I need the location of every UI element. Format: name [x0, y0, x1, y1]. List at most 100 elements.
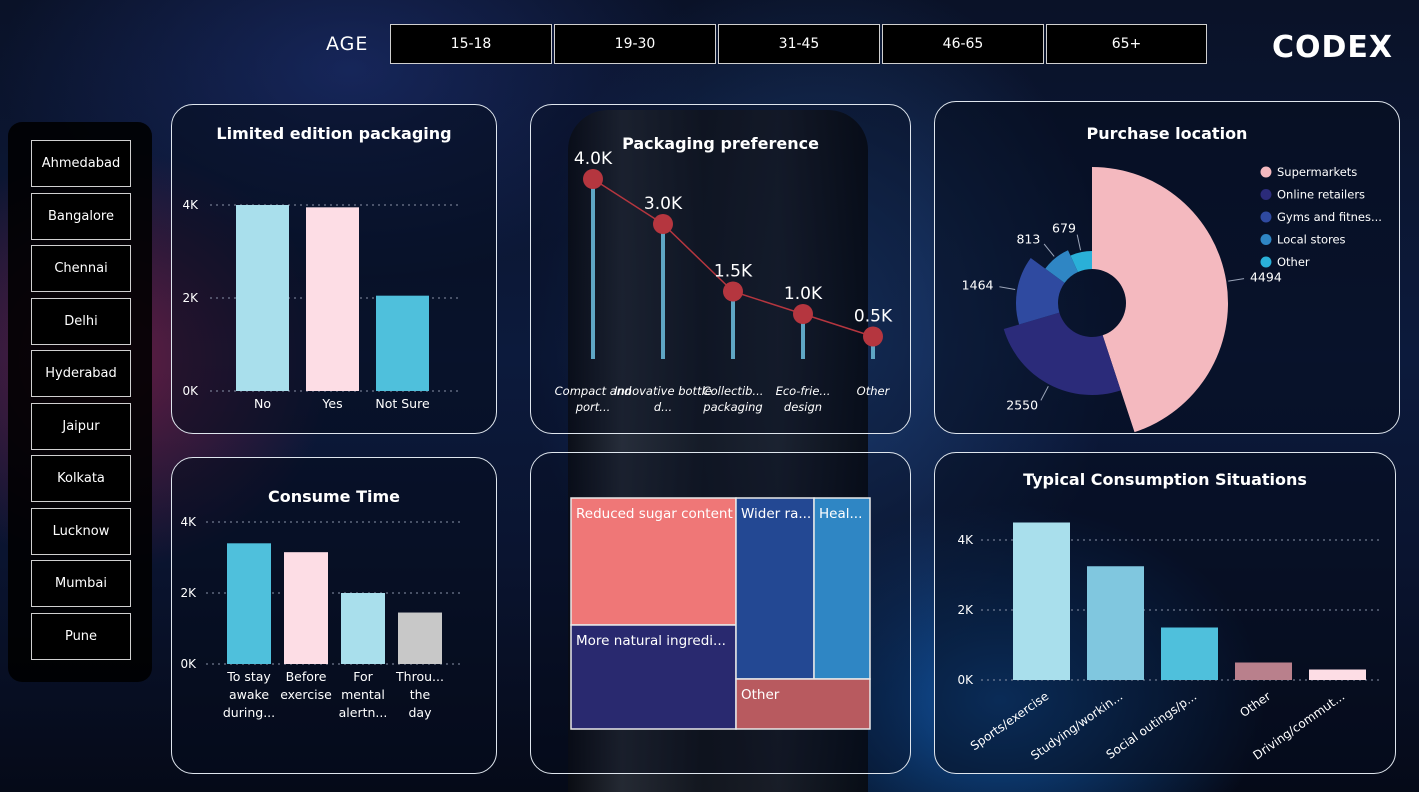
age-button-19-30[interactable]: 19-30 [554, 24, 716, 64]
improvements-treemap: Reduced sugar content More natural ingred… [570, 497, 871, 730]
slice-other [1070, 251, 1092, 273]
data-label: 4494 [1250, 270, 1282, 285]
age-button-46-65[interactable]: 46-65 [882, 24, 1044, 64]
city-button-chennai[interactable]: Chennai [31, 245, 131, 292]
treemap-cell-wider-ra [735, 497, 815, 680]
treemap-cell-more-natural-ingredi [570, 624, 737, 730]
slice-online-retailers [1003, 312, 1121, 395]
legend-marker [1260, 166, 1272, 178]
legend-marker [1260, 211, 1272, 223]
x-tick-label: Other [1237, 689, 1273, 720]
limited-edition-chart: 0K 2K 4K No Yes Not Sure [182, 198, 460, 411]
x-tick-label: awake [229, 687, 269, 702]
treemap-label: Wider ra... [741, 506, 811, 522]
data-point [653, 214, 673, 234]
x-tick-label: Other [857, 384, 891, 398]
y-tick-label: 4K [182, 198, 199, 212]
slice-local-stores [1045, 250, 1078, 283]
packaging-preference-card: Packaging preference 4.0K Compact and port… [530, 104, 911, 434]
data-point [863, 326, 883, 347]
legend-label-supermarkets: Supermarkets [1277, 165, 1357, 179]
bar-for-mental-alertn [341, 593, 385, 664]
leader-line [1040, 386, 1049, 401]
x-tick-label: Eco-frie... [776, 384, 831, 398]
x-tick-label: exercise [280, 687, 332, 702]
bar-throu-the-day [398, 612, 442, 664]
y-tick-label: 4K [957, 533, 974, 547]
x-tick-label: Before [286, 669, 327, 684]
leader-line [1228, 278, 1245, 282]
age-button-31-45[interactable]: 31-45 [718, 24, 880, 64]
leader-line [1076, 234, 1082, 251]
bar-social-outings-p [1161, 627, 1218, 680]
age-button-15-18[interactable]: 15-18 [390, 24, 552, 64]
treemap-label: Heal... [819, 506, 862, 522]
data-label: 0.5K [854, 307, 893, 327]
bar-not-sure [376, 295, 429, 391]
bar-to-stay-awake-during [227, 543, 271, 664]
data-label: 2550 [1006, 398, 1038, 413]
x-tick-label: Yes [321, 396, 342, 411]
treemap-cell-other [735, 678, 871, 730]
x-tick-label: the [410, 687, 431, 702]
bar-studying-workin [1087, 566, 1144, 680]
city-button-pune[interactable]: Pune [31, 613, 131, 660]
legend-marker [1260, 256, 1272, 268]
x-tick-label: design [784, 400, 822, 414]
city-button-kolkata[interactable]: Kolkata [31, 455, 131, 502]
x-tick-label: Not Sure [375, 396, 430, 411]
city-button-bangalore[interactable]: Bangalore [31, 193, 131, 240]
city-button-mumbai[interactable]: Mumbai [31, 560, 131, 607]
stem [801, 314, 805, 359]
city-button-hyderabad[interactable]: Hyderabad [31, 350, 131, 397]
x-tick-label: day [409, 705, 433, 720]
data-label: 4.0K [574, 149, 613, 169]
consumption-situations-card: Typical Consumption Situations 0K 2K 4K Spo… [934, 452, 1396, 774]
data-label: 813 [1016, 231, 1040, 246]
data-point [583, 169, 603, 189]
treemap-label: More natural ingredi... [576, 633, 726, 649]
slice-supermarkets [1092, 167, 1228, 433]
leader-line [1043, 243, 1055, 257]
legend-label-other: Other [1277, 255, 1310, 269]
data-label: 679 [1052, 221, 1076, 236]
x-tick-label: d... [654, 400, 672, 414]
x-tick-label: during... [223, 705, 275, 720]
city-button-lucknow[interactable]: Lucknow [31, 508, 131, 555]
bar-other [1235, 662, 1292, 680]
legend-marker [1260, 189, 1272, 200]
stem [661, 224, 665, 359]
data-label: 1.5K [714, 262, 753, 282]
stem [871, 336, 875, 359]
consume-time-title: Consume Time [267, 487, 401, 506]
city-button-delhi[interactable]: Delhi [31, 298, 131, 345]
x-tick-label: Throu... [395, 669, 444, 684]
age-button-65-plus[interactable]: 65+ [1046, 24, 1207, 64]
treemap-label: Reduced sugar content [576, 506, 733, 522]
x-tick-label: No [254, 396, 271, 411]
y-tick-label: 0K [180, 657, 197, 671]
consume-time-card: Consume Time 0K 2K 4K To stay awake during...… [171, 457, 497, 774]
x-tick-label: mental [341, 687, 385, 702]
city-button-ahmedabad[interactable]: Ahmedabad [31, 140, 131, 187]
y-tick-label: 2K [182, 291, 199, 305]
y-tick-label: 4K [180, 515, 197, 529]
stem [731, 291, 735, 359]
bar-before-exercise [284, 552, 328, 664]
bar-no [236, 205, 289, 391]
city-slicer: Ahmedabad Bangalore Chennai Delhi Hydera… [8, 122, 152, 682]
packaging-preference-chart: 4.0K Compact and port... 3.0K Innovative bot… [555, 149, 893, 414]
data-label: 1.0K [784, 284, 823, 304]
limited-edition-title: Limited edition packaging [216, 124, 452, 143]
codex-logo: CODEX [1272, 30, 1394, 65]
x-tick-label: For [353, 669, 373, 684]
y-tick-label: 2K [957, 603, 974, 617]
improvements-treemap-card: Reduced sugar content More natural ingred… [530, 452, 911, 774]
city-button-jaipur[interactable]: Jaipur [31, 403, 131, 450]
purchase-location-title: Purchase location [1086, 124, 1248, 143]
legend-label-online-retailers: Online retailers [1277, 188, 1365, 202]
x-tick-label: Compact and [555, 384, 632, 398]
data-point [723, 281, 743, 302]
data-point [793, 304, 813, 324]
x-tick-label: Innovative bottle [614, 384, 712, 398]
